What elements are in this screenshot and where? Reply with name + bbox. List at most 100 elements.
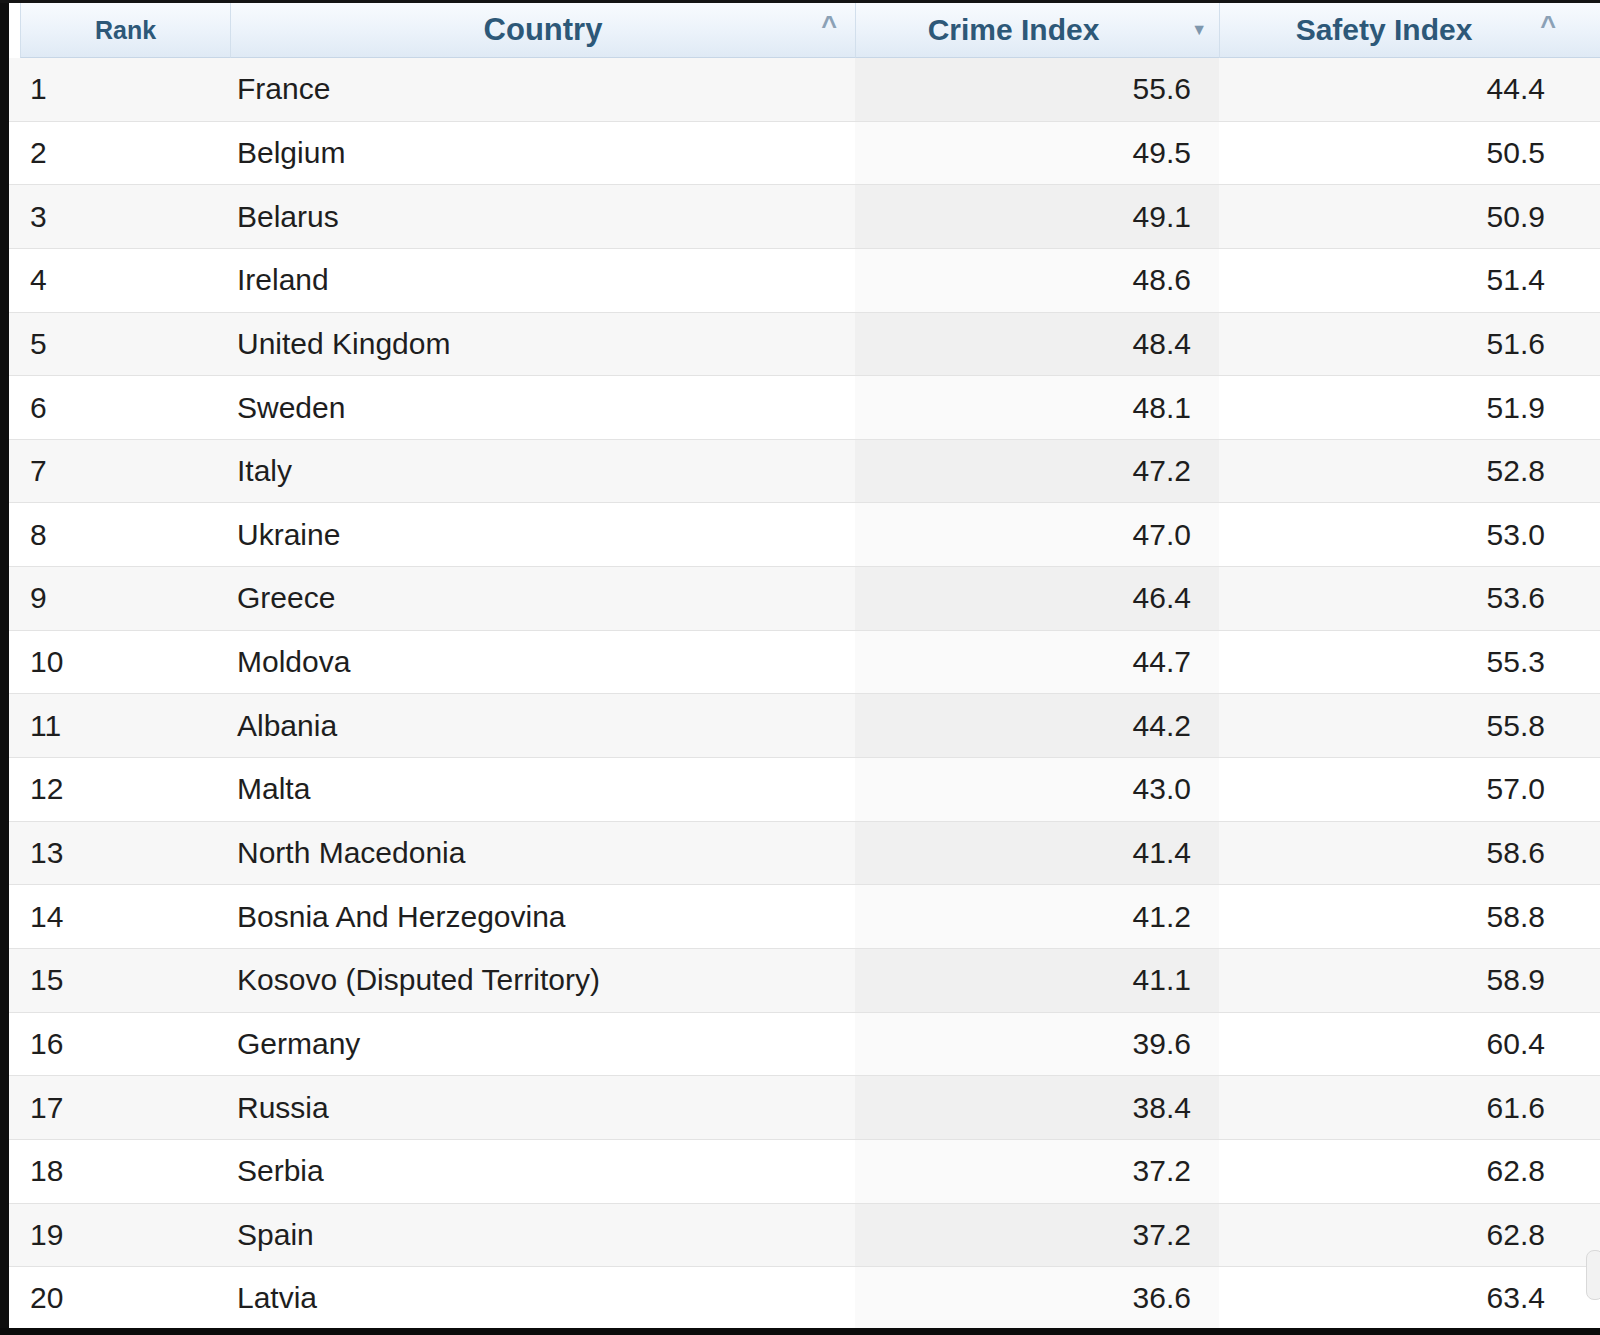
crime-index-cell: 49.5 [855,122,1219,185]
rank-cell: 4 [9,249,230,312]
rank-cell: 20 [9,1267,230,1330]
table-row: 15 Kosovo (Disputed Territory) 41.1 58.9 [9,949,1600,1013]
crime-index-cell: 47.0 [855,503,1219,566]
screenshot-left-edge [0,0,9,1335]
rank-cell: 9 [9,567,230,630]
table-row: 11 Albania 44.2 55.8 [9,694,1600,758]
table-row: 2 Belgium 49.5 50.5 [9,122,1600,186]
screenshot-top-edge [0,0,1600,3]
crime-index-cell: 55.6 [855,58,1219,121]
column-header-crime-index-label: Crime Index [928,13,1100,47]
rank-cell: 5 [9,313,230,376]
country-cell: United Kingdom [230,313,855,376]
country-cell: Russia [230,1076,855,1139]
rank-cell: 13 [9,822,230,885]
sort-descending-active-icon: ▼ [1191,22,1207,38]
crime-index-cell: 41.1 [855,949,1219,1012]
country-cell: France [230,58,855,121]
safety-index-cell: 44.4 [1219,58,1600,121]
country-cell: Belgium [230,122,855,185]
crime-index-cell: 41.2 [855,885,1219,948]
safety-index-cell: 51.9 [1219,376,1600,439]
crime-index-cell: 44.7 [855,631,1219,694]
safety-index-cell: 58.9 [1219,949,1600,1012]
rank-cell: 7 [9,440,230,503]
column-header-rank-label: Rank [95,16,156,45]
crime-index-cell: 37.2 [855,1140,1219,1203]
column-header-rank[interactable]: Rank [20,3,230,58]
table-row: 5 United Kingdom 48.4 51.6 [9,313,1600,377]
crime-index-cell: 41.4 [855,822,1219,885]
country-cell: Italy [230,440,855,503]
rank-cell: 8 [9,503,230,566]
country-cell: Ireland [230,249,855,312]
table-row: 14 Bosnia And Herzegovina 41.2 58.8 [9,885,1600,949]
safety-index-cell: 55.8 [1219,694,1600,757]
crime-index-cell: 37.2 [855,1204,1219,1267]
sort-ascending-icon: ^ [1540,13,1556,40]
rank-cell: 15 [9,949,230,1012]
table-row: 3 Belarus 49.1 50.9 [9,185,1600,249]
safety-index-cell: 58.8 [1219,885,1600,948]
rank-cell: 11 [9,694,230,757]
crime-index-cell: 43.0 [855,758,1219,821]
column-header-country[interactable]: Country ^ [230,3,855,58]
vertical-scrollbar-thumb[interactable] [1586,1250,1600,1300]
country-cell: Malta [230,758,855,821]
table-row: 4 Ireland 48.6 51.4 [9,249,1600,313]
rank-cell: 14 [9,885,230,948]
safety-index-cell: 58.6 [1219,822,1600,885]
safety-index-cell: 53.0 [1219,503,1600,566]
rank-cell: 6 [9,376,230,439]
table-row: 1 France 55.6 44.4 [9,58,1600,122]
crime-index-cell: 48.6 [855,249,1219,312]
column-header-crime-index[interactable]: Crime Index ▼ [855,3,1219,58]
rank-cell: 1 [9,58,230,121]
rank-cell: 10 [9,631,230,694]
safety-index-cell: 53.6 [1219,567,1600,630]
table-row: 9 Greece 46.4 53.6 [9,567,1600,631]
safety-index-cell: 51.4 [1219,249,1600,312]
crime-index-table: Rank Country ^ Crime Index ▼ Safety Inde… [9,3,1600,1335]
rank-cell: 3 [9,185,230,248]
table-row: 18 Serbia 37.2 62.8 [9,1140,1600,1204]
table-row: 7 Italy 47.2 52.8 [9,440,1600,504]
rank-cell: 12 [9,758,230,821]
crime-index-cell: 48.4 [855,313,1219,376]
safety-index-cell: 50.5 [1219,122,1600,185]
sort-ascending-icon: ^ [821,13,837,40]
safety-index-cell: 50.9 [1219,185,1600,248]
crime-index-cell: 38.4 [855,1076,1219,1139]
crime-index-cell: 39.6 [855,1013,1219,1076]
rank-cell: 2 [9,122,230,185]
table-row: 6 Sweden 48.1 51.9 [9,376,1600,440]
country-cell: Greece [230,567,855,630]
safety-index-cell: 62.8 [1219,1204,1600,1267]
country-cell: Albania [230,694,855,757]
table-row: 13 North Macedonia 41.4 58.6 [9,822,1600,886]
table-body: 1 France 55.6 44.4 2 Belgium 49.5 50.5 3… [9,58,1600,1331]
country-cell: Germany [230,1013,855,1076]
country-cell: Spain [230,1204,855,1267]
country-cell: Moldova [230,631,855,694]
column-header-safety-index[interactable]: Safety Index ^ [1219,3,1600,58]
rank-cell: 18 [9,1140,230,1203]
table-row: 17 Russia 38.4 61.6 [9,1076,1600,1140]
rank-cell: 17 [9,1076,230,1139]
crime-index-cell: 49.1 [855,185,1219,248]
country-cell: Kosovo (Disputed Territory) [230,949,855,1012]
crime-index-cell: 36.6 [855,1267,1219,1330]
country-cell: Bosnia And Herzegovina [230,885,855,948]
column-header-country-label: Country [484,12,603,48]
table-row: 8 Ukraine 47.0 53.0 [9,503,1600,567]
crime-index-cell: 46.4 [855,567,1219,630]
safety-index-cell: 60.4 [1219,1013,1600,1076]
country-cell: Ukraine [230,503,855,566]
screenshot-bottom-edge [0,1328,1600,1335]
table-row: 19 Spain 37.2 62.8 [9,1204,1600,1268]
crime-index-cell: 48.1 [855,376,1219,439]
rank-cell: 16 [9,1013,230,1076]
table-row: 16 Germany 39.6 60.4 [9,1013,1600,1077]
country-cell: Latvia [230,1267,855,1330]
table-row: 20 Latvia 36.6 63.4 [9,1267,1600,1331]
